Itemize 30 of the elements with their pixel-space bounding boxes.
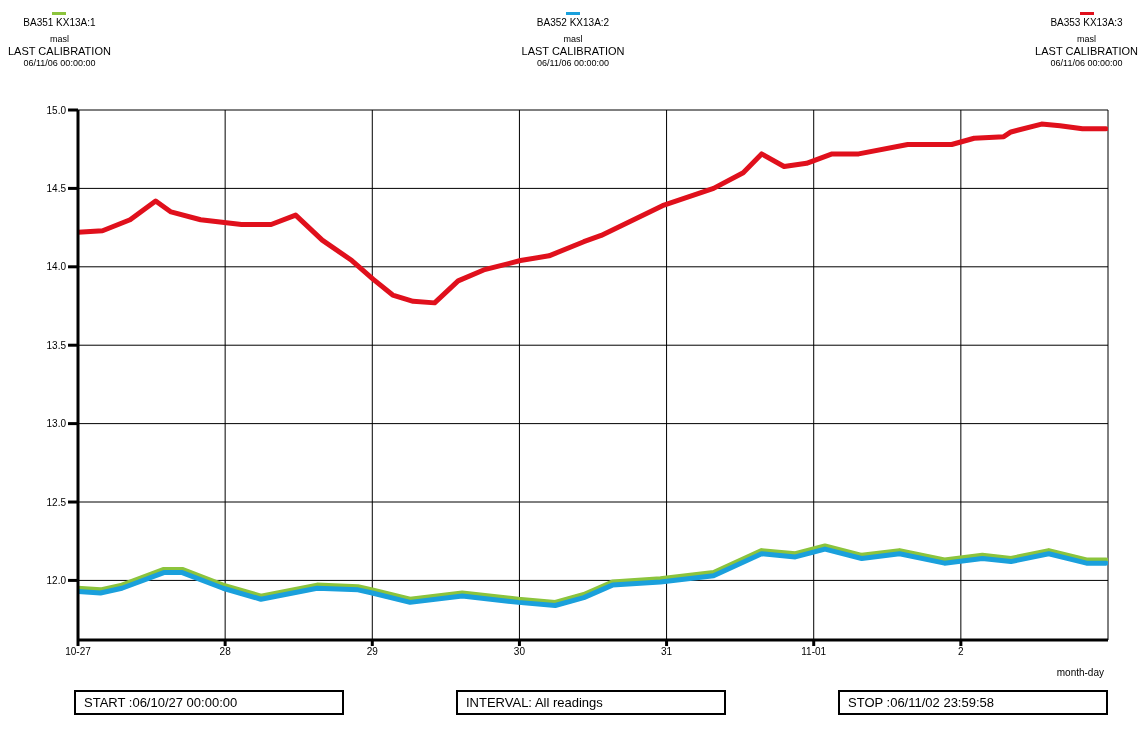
text: START :06/10/27 00:00:00 bbox=[74, 690, 344, 715]
x-axis-title: month-day bbox=[1056, 667, 1104, 678]
y-tick-label: 14.5 bbox=[46, 182, 67, 194]
x-tick-label: 29 bbox=[366, 646, 379, 658]
x-tick-label: 2 bbox=[958, 646, 965, 658]
y-tick-label: 13.0 bbox=[46, 418, 67, 430]
text: 06/11/06 00:00:00 bbox=[537, 58, 609, 69]
y-tick-label: 14.0 bbox=[46, 261, 67, 273]
y-tick-label: 15.0 bbox=[46, 104, 67, 116]
text: LAST CALIBRATION bbox=[521, 45, 625, 57]
y-tick-label: 12.5 bbox=[46, 496, 67, 508]
text: masl bbox=[49, 34, 69, 45]
x-tick-label: 31 bbox=[661, 646, 673, 658]
text: LAST CALIBRATION bbox=[1035, 45, 1138, 57]
x-tick-label: 11-01 bbox=[801, 646, 827, 658]
text: STOP :06/11/02 23:59:58 bbox=[838, 690, 1108, 715]
text: masl bbox=[563, 34, 583, 45]
legend-label: BA353 KX13A:3 bbox=[1050, 17, 1123, 28]
legend-label: BA351 KX13A:1 bbox=[23, 17, 96, 28]
x-tick-label: 30 bbox=[513, 646, 526, 658]
y-tick-label: 13.5 bbox=[46, 339, 67, 351]
y-tick-label: 12.0 bbox=[46, 574, 67, 586]
x-tick-label: 28 bbox=[219, 646, 232, 658]
text: 06/11/06 00:00:00 bbox=[23, 58, 96, 69]
text: LAST CALIBRATION bbox=[8, 45, 111, 57]
text: masl bbox=[1077, 34, 1097, 45]
text: 06/11/06 00:00:00 bbox=[1050, 58, 1123, 69]
legend-label: BA352 KX13A:2 bbox=[536, 17, 610, 28]
text: INTERVAL: All readings bbox=[456, 690, 726, 715]
x-tick-label: 10-27 bbox=[65, 646, 92, 658]
